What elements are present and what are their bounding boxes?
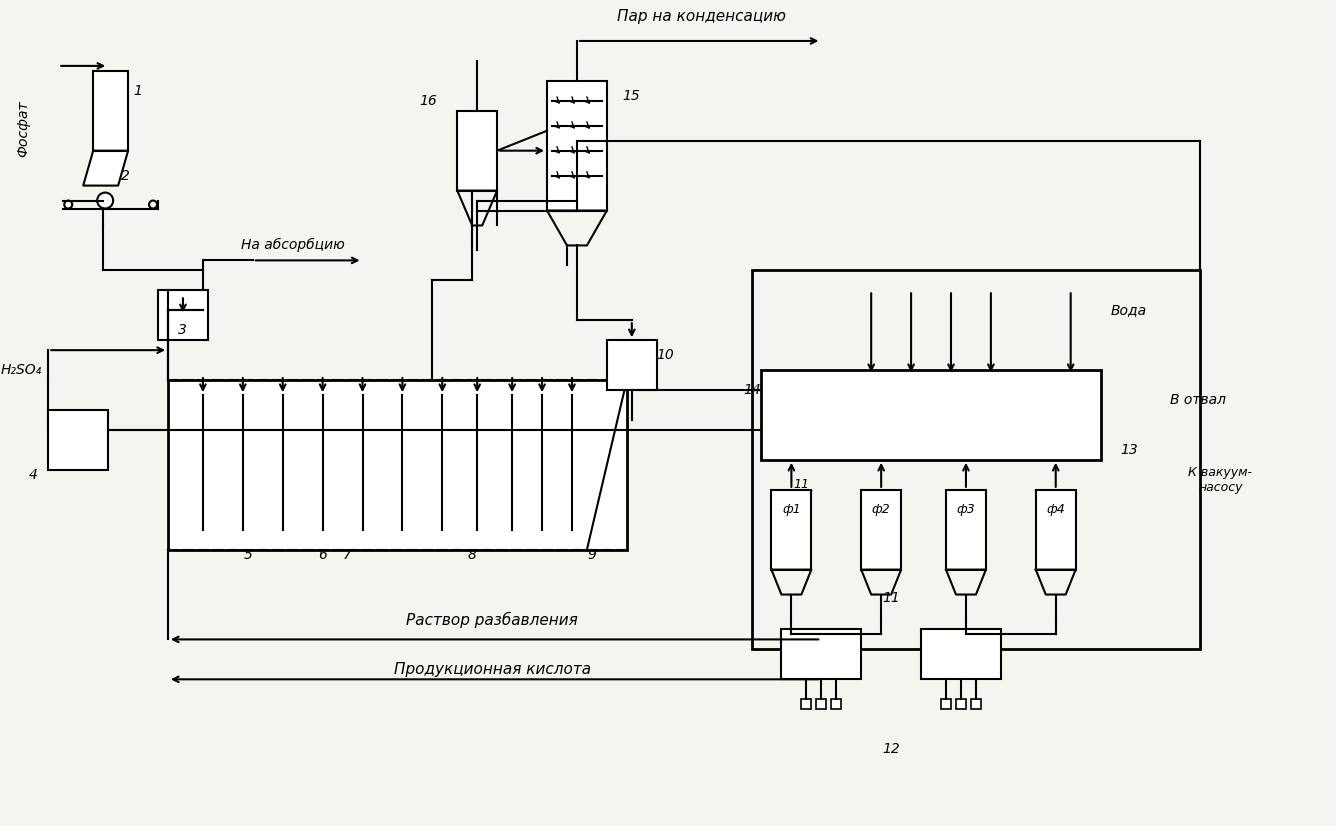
Circle shape [508,529,517,539]
Text: 16: 16 [420,94,437,108]
Bar [752,270,1200,649]
FancyBboxPatch shape [930,387,971,418]
Text: ф1: ф1 [782,503,800,516]
Circle shape [437,529,448,539]
Circle shape [246,529,255,539]
Bar [457,111,497,191]
Text: 2: 2 [122,169,130,183]
Circle shape [278,529,287,539]
Bar [957,700,966,710]
Text: 13: 13 [1121,443,1138,457]
Bar [946,490,986,570]
Text: 10: 10 [657,348,675,362]
FancyBboxPatch shape [771,387,812,418]
Bar [941,700,951,710]
Bar [546,81,607,211]
Bar [94,71,128,150]
Bar [762,370,1101,460]
Circle shape [206,529,216,539]
Bar [48,410,108,470]
Bar [971,700,981,710]
Text: Фосфат: Фосфат [16,101,31,158]
FancyBboxPatch shape [890,387,933,418]
Text: ф3: ф3 [957,503,975,516]
FancyBboxPatch shape [970,387,1011,418]
Circle shape [326,529,335,539]
Circle shape [358,529,367,539]
Text: 12: 12 [882,742,900,756]
Bar [168,380,627,549]
Circle shape [238,529,247,539]
Circle shape [472,529,482,539]
Text: 5: 5 [243,548,253,562]
Bar [862,490,900,570]
Circle shape [480,529,490,539]
Circle shape [150,201,158,208]
Circle shape [366,529,375,539]
Circle shape [566,529,577,539]
Circle shape [516,529,525,539]
Text: 15: 15 [621,89,640,102]
Circle shape [397,529,407,539]
Bar [782,629,862,679]
Text: Пар на конденсацию: Пар на конденсацию [617,8,786,23]
Text: 9: 9 [588,548,596,562]
Text: 6: 6 [318,548,327,562]
Bar [771,490,811,570]
Text: Вода: Вода [1110,303,1146,317]
Text: На абсорбцию: На абсорбцию [240,239,345,253]
FancyBboxPatch shape [850,387,892,418]
Text: H₂SO₄: H₂SO₄ [1,363,41,377]
Text: ф2: ф2 [872,503,891,516]
Circle shape [318,529,327,539]
Text: 8: 8 [468,548,477,562]
Text: 11: 11 [882,591,900,605]
Circle shape [445,529,456,539]
Text: 4: 4 [29,468,37,482]
Text: 3: 3 [178,323,187,337]
Circle shape [537,529,546,539]
Circle shape [574,529,585,539]
Bar [607,340,657,390]
Bar [831,700,842,710]
Text: Продукционная кислота: Продукционная кислота [394,662,591,676]
Text: К вакуум-
насосу: К вакуум- насосу [1188,466,1252,494]
Text: 11: 11 [794,478,810,491]
FancyBboxPatch shape [1010,387,1051,418]
Polygon shape [83,150,128,186]
Text: 1: 1 [134,83,142,97]
Circle shape [64,201,72,208]
Text: 7: 7 [343,548,351,562]
Circle shape [545,529,554,539]
Text: 14: 14 [744,383,762,397]
FancyBboxPatch shape [1050,387,1092,418]
Bar [816,700,826,710]
Bar [802,700,811,710]
Circle shape [286,529,295,539]
Text: ф4: ф4 [1046,503,1065,516]
Circle shape [198,529,208,539]
Bar [1035,490,1075,570]
FancyBboxPatch shape [811,387,852,418]
Bar [158,290,208,340]
Text: В отвал: В отвал [1170,393,1226,407]
Circle shape [98,192,114,208]
Text: Раствор разбавления: Раствор разбавления [406,611,578,628]
Circle shape [405,529,415,539]
Bar [921,629,1001,679]
